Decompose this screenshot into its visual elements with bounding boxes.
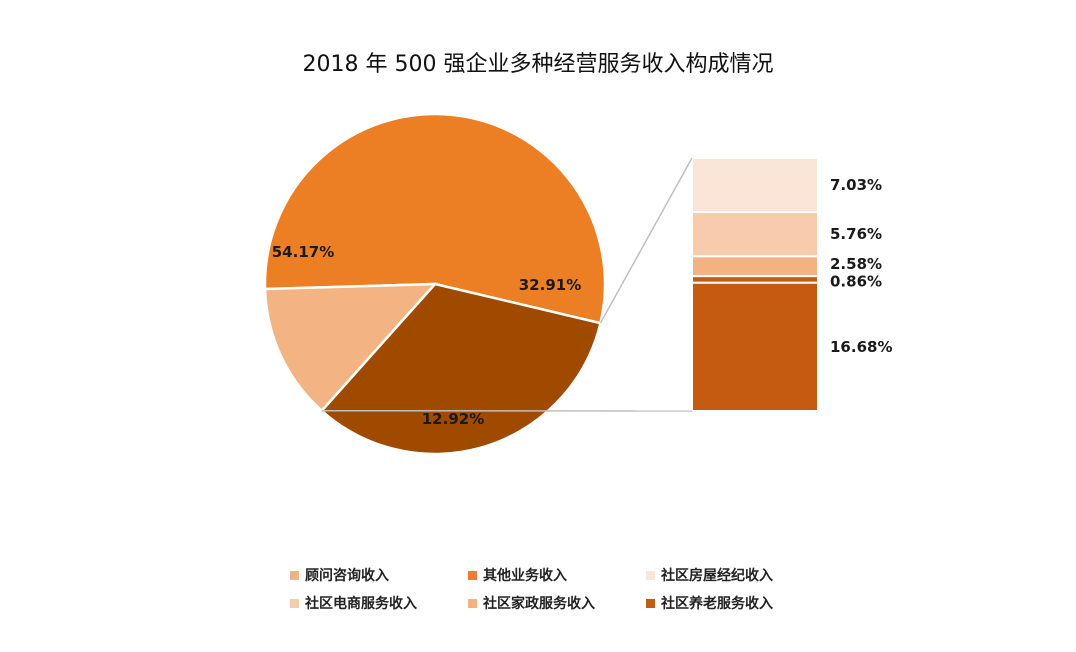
bar-segment-0 [691, 157, 819, 214]
bar-label-0: 7.03% [830, 176, 882, 194]
legend-swatch [646, 598, 655, 608]
chart-title: 2018 年 500 强企业多种经营服务收入构成情况 [302, 52, 774, 77]
legend-item: 顾问咨询收入 [290, 566, 468, 584]
legend-swatch [290, 598, 299, 608]
connector-line-top [599, 157, 693, 324]
legend-label: 社区家政服务收入 [483, 596, 595, 612]
bar-label-1: 5.76% [830, 225, 882, 243]
bar-segment-1 [691, 211, 819, 258]
legend-label: 社区电商服务收入 [305, 596, 417, 612]
legend-item: 社区家政服务收入 [468, 594, 646, 612]
legend-swatch [468, 598, 477, 608]
legend-swatch [468, 570, 477, 580]
legend: 顾问咨询收入 其他业务收入 社区房屋经纪收入社区电商服务收入 社区家政服务收入 社区养老… [290, 566, 850, 612]
legend-item: 社区养老服务收入 [646, 594, 846, 612]
legend-item: 社区房屋经纪收入 [646, 566, 846, 584]
bar-segment-4 [691, 281, 819, 412]
bar-label-2: 2.58% [830, 255, 882, 273]
legend-label: 顾问咨询收入 [305, 568, 389, 584]
bar-label-3: 0.86% [830, 272, 882, 290]
pie-slice-2 [263, 282, 438, 413]
legend-item: 其他业务收入 [468, 566, 646, 584]
pie-label-2: 12.92% [422, 410, 484, 428]
pie-label-0: 54.17% [272, 243, 334, 261]
bar-label-4: 16.68% [830, 338, 892, 356]
bar-segment-2 [691, 255, 819, 278]
legend-label: 其他业务收入 [483, 568, 567, 584]
legend-swatch [290, 570, 299, 580]
legend-label: 社区房屋经纪收入 [661, 568, 773, 584]
pie-label-1: 32.91% [519, 276, 581, 294]
legend-item: 社区电商服务收入 [290, 594, 468, 612]
legend-swatch [646, 570, 655, 580]
pie-slice-0 [263, 112, 607, 325]
legend-label: 社区养老服务收入 [661, 596, 773, 612]
